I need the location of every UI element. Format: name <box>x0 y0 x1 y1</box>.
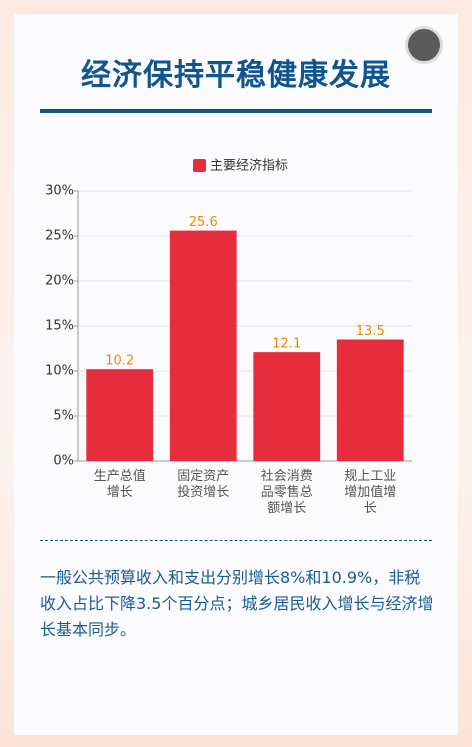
bar <box>336 339 404 461</box>
bar <box>169 230 237 461</box>
data-label: 25.6 <box>189 215 218 230</box>
summary-text: 一般公共预算收入和支出分别增长8%和10.9%，非税收入占比下降3.5个百分点；… <box>40 568 434 639</box>
data-label: 10.2 <box>105 354 134 369</box>
x-tick-label: 生产总值增长 <box>93 469 146 500</box>
title-rule <box>40 109 432 113</box>
data-label: 13.5 <box>356 324 385 339</box>
x-tick-label: 固定资产投资增长 <box>177 469 230 500</box>
y-tick-label: 15% <box>45 319 74 334</box>
data-label: 12.1 <box>272 337 301 352</box>
legend-label: 主要经济指标 <box>210 159 288 174</box>
y-tick-label: 30% <box>45 184 74 199</box>
y-tick-label: 5% <box>53 409 74 424</box>
y-tick-label: 20% <box>45 274 74 289</box>
bar <box>253 352 321 461</box>
divider <box>40 540 432 541</box>
x-tick-label: 社会消费品零售总额增长 <box>260 469 313 516</box>
share-button[interactable] <box>405 26 443 64</box>
page-title: 经济保持平稳健康发展 <box>81 58 391 93</box>
y-tick-label: 10% <box>45 364 74 379</box>
x-tick-label: 规上工业增加值增长 <box>344 469 397 516</box>
bar <box>86 369 154 461</box>
y-tick-label: 0% <box>53 454 74 469</box>
legend-swatch <box>193 159 206 172</box>
y-tick-label: 25% <box>45 229 74 244</box>
